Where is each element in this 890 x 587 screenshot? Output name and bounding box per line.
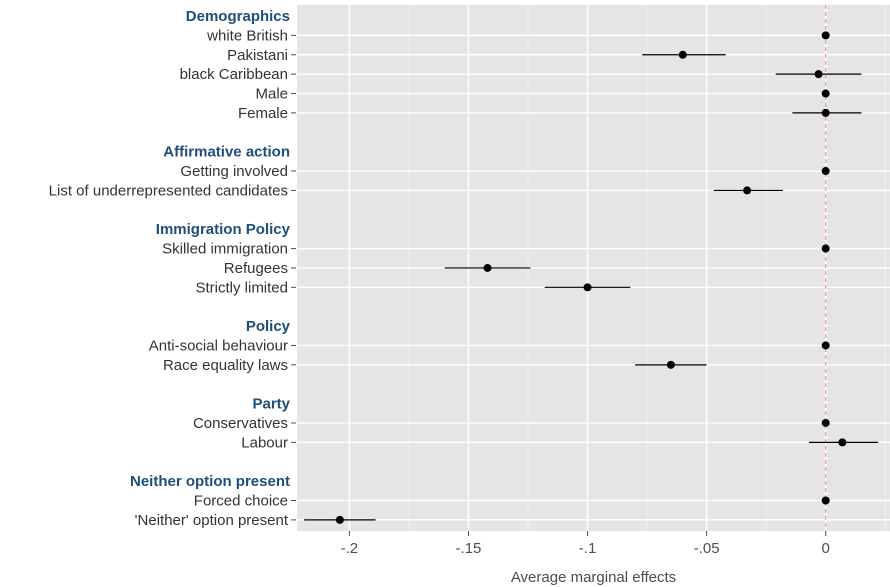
row-label: 'Neither' option present <box>135 512 289 529</box>
estimate-point <box>821 167 830 176</box>
x-tick-label: -.2 <box>341 540 359 557</box>
row-label: Getting involved <box>180 163 288 180</box>
row-label: black Caribbean <box>180 66 288 83</box>
group-header: Neither option present <box>130 473 290 490</box>
estimate-point <box>838 438 847 447</box>
estimate-point <box>821 418 830 427</box>
row-label: Labour <box>241 434 288 451</box>
estimate-point <box>821 496 830 505</box>
group-header: Policy <box>246 318 291 335</box>
estimate-point <box>821 341 830 350</box>
row-label: Pakistani <box>227 47 288 64</box>
row-label: Male <box>255 86 288 103</box>
rows-layer: Demographics white British Pakistani black … <box>49 8 879 529</box>
row-label: Forced choice <box>194 493 288 510</box>
row-label: Anti-social behaviour <box>149 337 288 354</box>
estimate-point <box>583 283 592 292</box>
group-header: Party <box>252 396 290 413</box>
x-axis-title: Average marginal effects <box>511 569 676 586</box>
estimate-point <box>483 263 492 272</box>
estimate-point <box>814 70 823 79</box>
estimate-point <box>678 50 687 59</box>
group-header: Demographics <box>186 8 290 25</box>
row-label: Refugees <box>224 260 288 277</box>
estimate-point <box>821 31 830 40</box>
x-tick-label: -.15 <box>456 540 482 557</box>
estimate-point <box>743 186 752 195</box>
estimate-point <box>821 108 830 117</box>
x-tick-label: -.1 <box>579 540 597 557</box>
estimate-point <box>821 89 830 98</box>
group-header: Immigration Policy <box>156 221 291 238</box>
row-label: Race equality laws <box>163 357 288 374</box>
row-label: Conservatives <box>193 415 288 432</box>
x-axis: -.2 -.15 -.1 -.05 0 <box>341 531 830 557</box>
row-label: white British <box>206 27 288 44</box>
row-label: Skilled immigration <box>162 241 288 258</box>
row-label: Strictly limited <box>195 279 288 296</box>
group-header: Affirmative action <box>163 144 290 161</box>
estimate-point <box>821 244 830 253</box>
row-label: List of underrepresented candidates <box>49 182 288 199</box>
estimate-point <box>666 360 675 369</box>
x-tick-label: -.05 <box>694 540 720 557</box>
estimate-point <box>335 515 344 524</box>
x-tick-label: 0 <box>822 540 830 557</box>
row-label: Female <box>238 105 288 122</box>
